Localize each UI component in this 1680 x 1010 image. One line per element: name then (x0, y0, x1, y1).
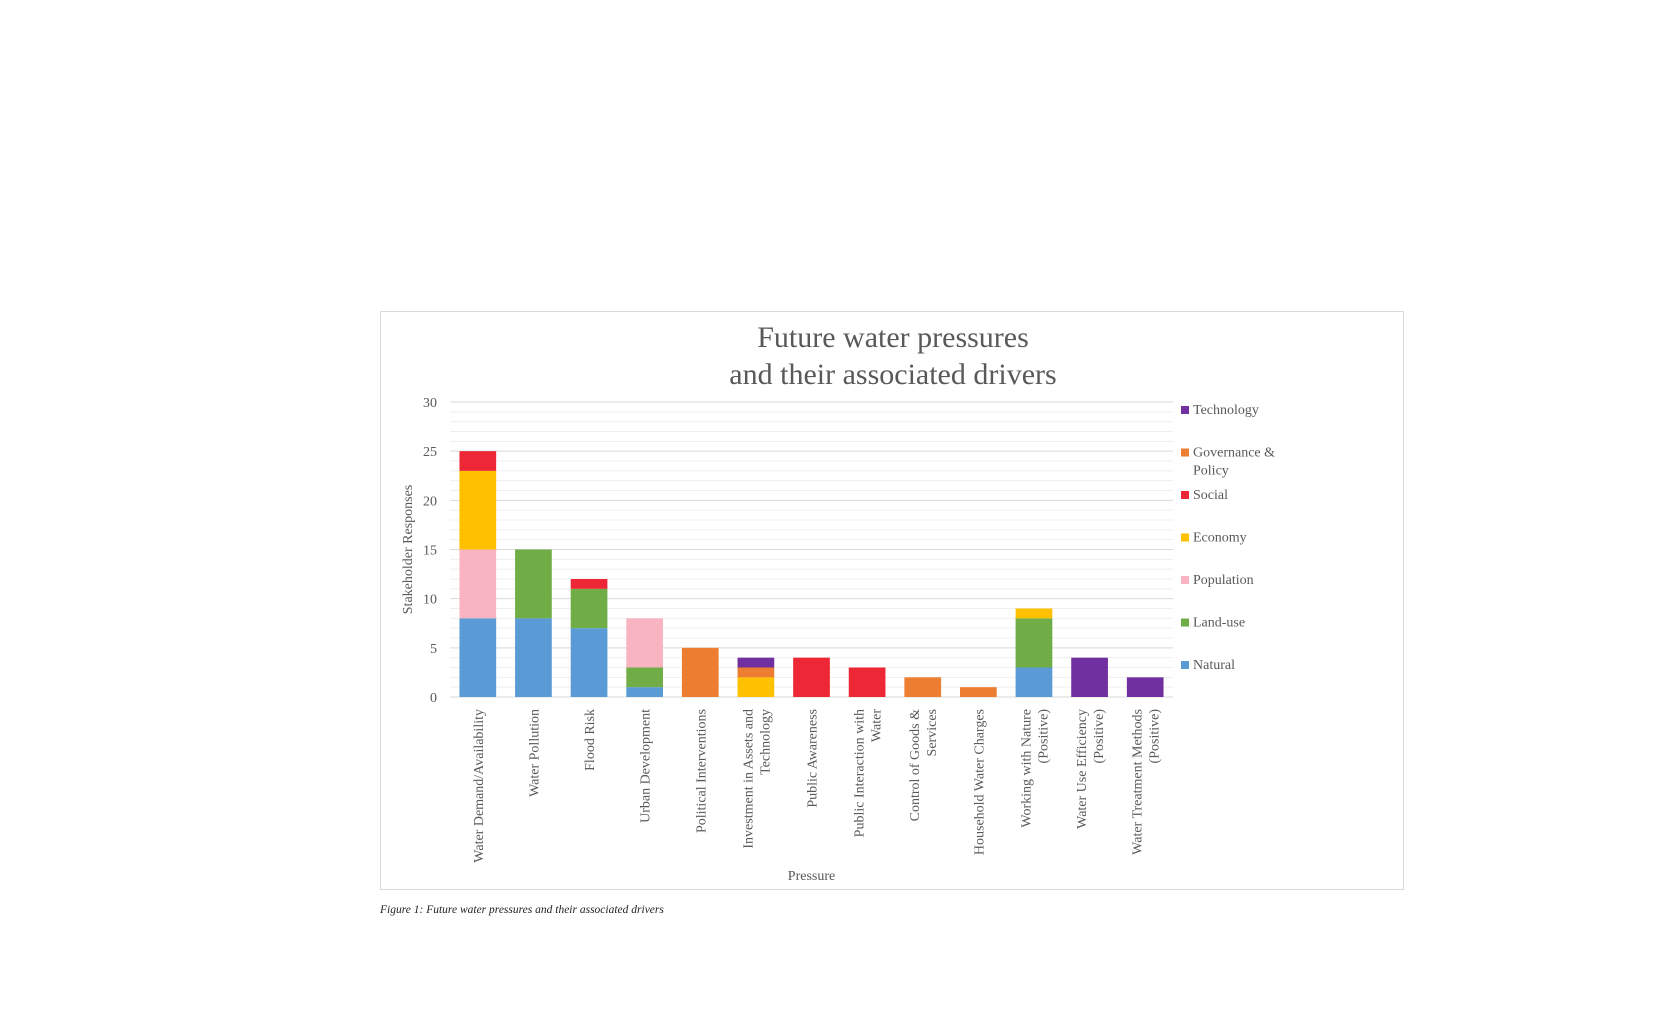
chart-frame: Future water pressures and their associat… (380, 311, 1404, 890)
legend-swatch (1181, 661, 1189, 669)
legend-label-line: Policy (1193, 464, 1229, 479)
stacked-bar-chart: Future water pressures and their associat… (401, 321, 1275, 884)
x-tick-label-line: Household Water Charges (972, 709, 987, 855)
legend-label: Population (1193, 573, 1254, 588)
bar-segment-natural (626, 687, 664, 697)
bar-segment-governance-policy (959, 687, 997, 697)
y-axis-label: Stakeholder Responses (401, 485, 416, 614)
legend-label: Technology (1193, 403, 1259, 418)
x-tick-label-line: Investment in Assets and (741, 709, 756, 849)
bar-segment-social (848, 667, 886, 697)
bar-segment-land-use (626, 667, 664, 688)
y-tick-label: 5 (430, 642, 437, 657)
y-tick-label: 20 (423, 494, 437, 509)
y-tick-label: 15 (423, 544, 437, 559)
chart-title-line-2: and their associated drivers (729, 358, 1056, 391)
x-tick-label: Water Treatment Methods (Positive) (1131, 709, 1163, 855)
x-tick-label-line: Political Interventions (694, 709, 709, 833)
x-tick-label-line: (Positive) (1036, 709, 1051, 764)
bar-segment-social (459, 451, 497, 471)
x-tick-label-line: Technology (758, 709, 773, 775)
legend-label-line: Technology (1193, 403, 1259, 418)
legend-label: Land-use (1193, 616, 1245, 631)
x-tick-label-line: Services (925, 709, 940, 756)
bar-segment-natural (515, 618, 552, 697)
bar-segment-population (459, 549, 497, 619)
legend-label-line: Population (1193, 573, 1254, 588)
x-tick-label: Water Use Efficiency (Positive) (1075, 709, 1107, 829)
x-tick-label-line: Public Awareness (806, 709, 821, 808)
x-tick-label: Water Pollution (527, 709, 542, 797)
legend-label: Social (1193, 488, 1228, 503)
bar-segment-social (570, 579, 608, 589)
x-tick-label: Public Awareness (806, 709, 821, 808)
bar-segment-population (626, 618, 664, 668)
y-tick-label: 25 (423, 445, 437, 460)
x-tick-label: Control of Goods & Services (908, 709, 940, 822)
bar-segment-economy (459, 470, 497, 550)
bar-segment-governance-policy (737, 667, 775, 678)
legend-label-line: Governance & (1193, 446, 1275, 461)
x-tick-label-line: Water Use Efficiency (1075, 709, 1090, 829)
legend-label-line: Land-use (1193, 616, 1245, 631)
x-tick-label: Urban Development (639, 709, 654, 823)
bar-segment-land-use (570, 588, 608, 629)
x-tick-label-line: Public Interaction with (853, 709, 868, 837)
x-tick-label-line: Water (870, 709, 885, 742)
legend-swatch (1181, 533, 1189, 542)
x-tick-label: Water Demand/Availability (472, 709, 487, 863)
y-tick-label: 10 (423, 593, 437, 608)
bar-segment-land-use (1015, 618, 1053, 668)
x-tick-label-line: Control of Goods & (908, 709, 923, 822)
bar-segment-natural (459, 618, 497, 697)
bar-segment-technology (1126, 677, 1164, 697)
legend-swatch (1181, 576, 1189, 584)
bar-segment-land-use (515, 549, 552, 619)
bar-segment-natural (570, 628, 608, 697)
bar-segment-governance-policy (904, 677, 942, 697)
x-tick-label-line: (Positive) (1148, 709, 1163, 764)
x-tick-label-line: Water Treatment Methods (1131, 709, 1146, 855)
legend-swatch (1181, 406, 1189, 414)
legend-label: Economy (1193, 531, 1247, 546)
x-tick-label: Household Water Charges (972, 709, 987, 855)
y-tick-label: 0 (430, 691, 437, 706)
chart-title-line-1: Future water pressures (757, 321, 1029, 354)
x-tick-label: Flood Risk (583, 709, 598, 771)
legend-swatch (1181, 491, 1189, 499)
x-tick-label-line: Water Demand/Availability (472, 709, 487, 863)
x-tick-label: Working with Nature (Positive) (1019, 709, 1051, 828)
bar-segment-governance-policy (681, 647, 719, 697)
x-tick-label-line: Water Pollution (527, 709, 542, 797)
legend-label: Natural (1193, 658, 1235, 673)
x-tick-label: Public Interaction with Water (853, 709, 885, 838)
x-tick-label-line: Flood Risk (583, 709, 598, 771)
x-tick-label-line: Urban Development (639, 709, 654, 823)
legend-label-line: Social (1193, 488, 1228, 503)
x-tick-label-line: Working with Nature (1019, 709, 1034, 828)
legend-label: Governance & Policy (1193, 446, 1275, 479)
x-axis-label: Pressure (788, 869, 835, 884)
legend-swatch (1181, 448, 1189, 457)
legend-label-line: Natural (1193, 658, 1235, 673)
bar-segment-social (793, 657, 830, 697)
bar-segment-economy (737, 677, 775, 697)
figure-caption: Figure 1: Future water pressures and the… (380, 904, 664, 916)
bar-segment-natural (1015, 667, 1053, 697)
legend-label-line: Economy (1193, 531, 1247, 546)
bar-segment-economy (1015, 608, 1053, 619)
y-tick-label: 30 (423, 396, 437, 411)
legend-swatch (1181, 618, 1189, 627)
x-tick-label: Investment in Assets and Technology (741, 709, 773, 849)
bar-segment-technology (737, 657, 775, 668)
x-tick-label-line: (Positive) (1092, 709, 1107, 764)
bar-segment-technology (1071, 657, 1108, 697)
x-tick-label: Political Interventions (694, 709, 709, 833)
